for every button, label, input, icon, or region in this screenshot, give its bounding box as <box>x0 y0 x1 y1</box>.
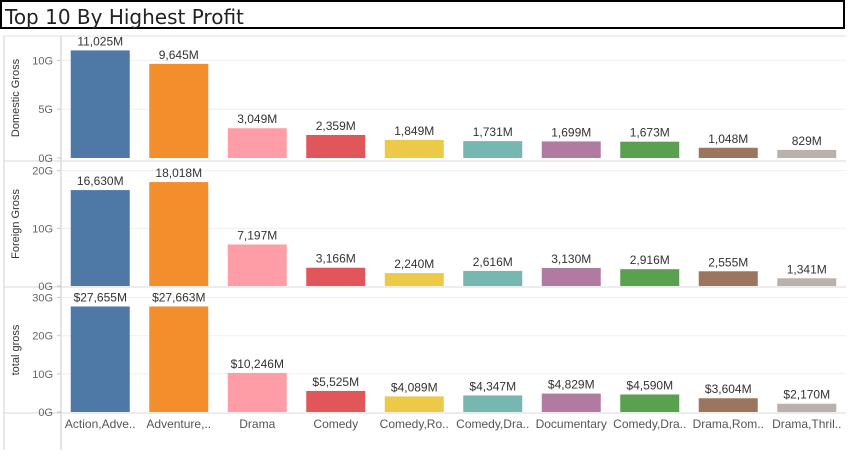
x-tick-label: Action,Adve.. <box>65 417 136 431</box>
x-tick-label: Drama <box>239 417 275 431</box>
y-tick-label: 20G <box>32 166 53 178</box>
x-tick-label: Adventure,.. <box>146 417 211 431</box>
bar <box>306 134 366 158</box>
bar <box>149 182 209 286</box>
bar <box>227 244 287 286</box>
y-tick-label: 30G <box>32 293 53 305</box>
data-label: 1,731M <box>473 125 513 139</box>
data-label: 2,616M <box>473 255 513 269</box>
data-label: 1,341M <box>787 262 827 276</box>
bar <box>70 190 130 286</box>
bar <box>698 271 758 286</box>
data-label: 1,048M <box>708 132 748 146</box>
data-label: 16,630M <box>77 174 124 188</box>
x-tick-label: Comedy,Dra.. <box>456 417 529 431</box>
bar <box>777 278 837 286</box>
data-label: 829M <box>792 134 822 148</box>
data-label: $4,590M <box>626 378 673 392</box>
bar <box>149 63 209 158</box>
data-label: 2,359M <box>316 119 356 133</box>
data-label: 2,240M <box>394 257 434 271</box>
x-tick-label: Drama,Rom.. <box>693 417 764 431</box>
bar <box>463 141 523 158</box>
bar <box>306 267 366 286</box>
bar <box>384 396 444 412</box>
data-label: $4,829M <box>548 378 595 392</box>
y-tick-label: 0G <box>38 281 53 293</box>
bar <box>777 149 837 158</box>
page-title: Top 10 By Highest Profit <box>5 5 244 29</box>
data-label: 9,645M <box>159 48 199 62</box>
y-tick-label: 0G <box>38 407 53 419</box>
data-label: 11,025M <box>77 34 123 48</box>
bar <box>70 50 130 159</box>
data-label: 2,555M <box>708 255 748 269</box>
data-label: $3,604M <box>705 382 752 396</box>
bar <box>698 398 758 412</box>
y-tick-label: 5G <box>38 104 53 116</box>
bar <box>777 403 837 412</box>
bar <box>384 273 444 286</box>
data-label: 3,130M <box>551 252 591 266</box>
y-tick-label: 10G <box>32 223 53 235</box>
data-label: 7,197M <box>237 228 277 242</box>
data-label: $27,663M <box>152 290 205 304</box>
bar <box>306 390 366 412</box>
y-tick-label: 0G <box>38 153 53 165</box>
data-label: $27,655M <box>74 290 127 304</box>
x-tick-label: Comedy,Ro.. <box>380 417 449 431</box>
data-label: $4,089M <box>391 380 438 394</box>
data-label: 1,673M <box>630 126 670 140</box>
bar <box>463 395 523 412</box>
bar <box>149 306 209 412</box>
data-label: $2,170M <box>783 388 830 402</box>
bar <box>384 139 444 158</box>
bar <box>620 141 680 158</box>
data-label: $4,347M <box>469 379 516 393</box>
bar <box>70 306 130 412</box>
y-axis-title: Domestic Gross <box>10 58 22 137</box>
x-tick-label: Comedy,Dra.. <box>613 417 686 431</box>
data-label: 1,849M <box>394 124 434 138</box>
bar <box>620 394 680 412</box>
data-label: $5,525M <box>312 375 359 389</box>
title-box: Top 10 By Highest Profit <box>0 0 845 29</box>
y-tick-label: 20G <box>32 331 53 343</box>
y-tick-label: 10G <box>32 369 53 381</box>
y-axis-title: Foreign Gross <box>10 189 22 259</box>
bar <box>227 128 287 158</box>
x-tick-label: Comedy <box>313 417 358 431</box>
data-label: 3,166M <box>316 252 356 266</box>
data-label: $10,246M <box>231 357 284 371</box>
bar <box>620 269 680 286</box>
bar <box>541 141 601 158</box>
bar <box>463 270 523 286</box>
bar <box>541 267 601 286</box>
data-label: 2,916M <box>630 253 670 267</box>
bar <box>227 372 287 412</box>
y-axis-title: total gross <box>10 324 22 375</box>
x-tick-label: Drama,Thril.. <box>772 417 841 431</box>
data-label: 18,018M <box>155 166 202 180</box>
data-label: 1,699M <box>551 125 591 139</box>
data-label: 3,049M <box>237 112 277 126</box>
y-tick-label: 10G <box>32 55 53 67</box>
x-tick-label: Documentary <box>536 417 607 431</box>
bar <box>698 147 758 158</box>
bar <box>541 393 601 412</box>
